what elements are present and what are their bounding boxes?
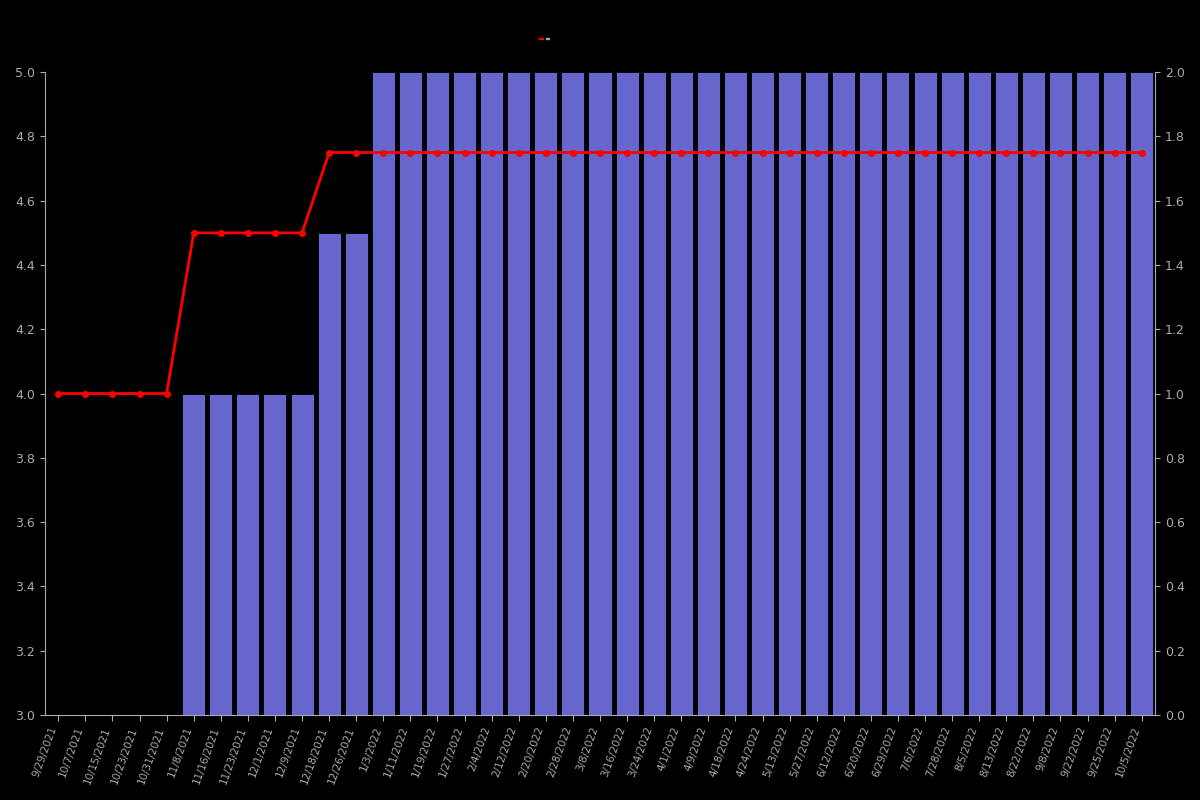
Bar [643,72,666,715]
Bar [562,72,584,715]
Bar [290,394,313,715]
Bar [887,72,910,715]
Bar [1103,72,1126,715]
Bar [616,72,638,715]
Bar [1049,72,1072,715]
Bar [913,72,936,715]
Bar [426,72,449,715]
Bar [372,72,395,715]
Bar [344,233,367,715]
Bar [697,72,720,715]
Bar [236,394,259,715]
Bar [859,72,882,715]
Bar [1076,72,1099,715]
Legend: , : , [540,38,550,39]
Bar [398,72,422,715]
Bar [318,233,341,715]
Bar [805,72,828,715]
Bar [995,72,1018,715]
Bar [941,72,964,715]
Bar [1022,72,1045,715]
Bar [480,72,503,715]
Bar [967,72,991,715]
Bar [778,72,802,715]
Bar [534,72,557,715]
Bar [454,72,476,715]
Bar [588,72,612,715]
Bar [264,394,287,715]
Bar [209,394,233,715]
Bar [751,72,774,715]
Bar [833,72,856,715]
Bar [508,72,530,715]
Bar [724,72,746,715]
Bar [670,72,692,715]
Bar [1130,72,1153,715]
Bar [182,394,205,715]
